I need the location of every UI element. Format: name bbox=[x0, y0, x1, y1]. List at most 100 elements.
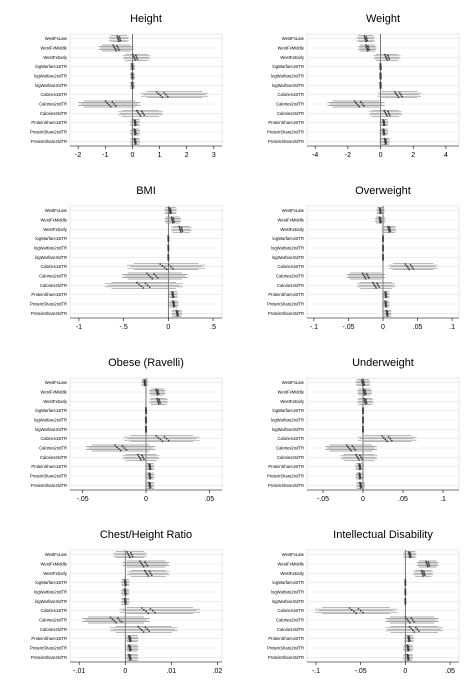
point-estimate bbox=[151, 609, 154, 612]
point-estimate bbox=[157, 401, 160, 404]
category-label: WestFxMiddle bbox=[278, 390, 305, 395]
panel-bmi: BMI WestFxLate WestFxMiddle WestFxEarly logW… bbox=[0, 172, 237, 344]
point-estimate bbox=[117, 47, 119, 49]
x-tick-label: .1 bbox=[440, 496, 446, 503]
category-label: Calories1stTR bbox=[277, 436, 304, 441]
point-estimate bbox=[366, 49, 369, 52]
point-estimate bbox=[134, 119, 137, 122]
x-tick-label: -.05 bbox=[317, 496, 329, 503]
category-label: logWarfare3rdTR bbox=[272, 599, 304, 604]
point-estimate bbox=[149, 482, 151, 485]
point-estimate bbox=[126, 551, 129, 553]
point-estimate bbox=[409, 551, 412, 554]
point-estimate bbox=[142, 631, 145, 633]
point-estimate bbox=[115, 621, 117, 624]
point-estimate bbox=[407, 648, 410, 651]
point-estimate bbox=[124, 589, 127, 592]
point-estimate bbox=[361, 272, 364, 275]
point-estimate bbox=[383, 119, 385, 122]
point-estimate bbox=[416, 628, 419, 631]
category-label: ProteinShare3rdTR bbox=[31, 311, 67, 316]
point-estimate bbox=[149, 467, 152, 470]
point-estimate bbox=[386, 312, 389, 315]
category-label: WestFxMiddle bbox=[41, 46, 68, 51]
point-estimate bbox=[117, 40, 120, 43]
point-estimate bbox=[418, 630, 420, 633]
point-estimate bbox=[404, 616, 407, 619]
category-label: WestFxEarly bbox=[280, 227, 305, 232]
point-estimate bbox=[420, 569, 423, 572]
point-estimate bbox=[404, 581, 407, 584]
point-estimate bbox=[172, 293, 175, 296]
point-estimate bbox=[425, 562, 428, 564]
point-estimate bbox=[145, 563, 148, 565]
category-label: Calories1stTR bbox=[40, 436, 67, 441]
point-estimate bbox=[167, 254, 170, 257]
point-estimate bbox=[410, 617, 413, 620]
point-estimate bbox=[155, 435, 158, 437]
point-estimate bbox=[156, 392, 158, 394]
point-estimate bbox=[148, 570, 151, 573]
category-label: logWarfare2ndTR bbox=[34, 590, 67, 595]
point-estimate bbox=[142, 456, 144, 459]
point-estimate bbox=[111, 618, 114, 620]
x-tick-label: .5 bbox=[210, 324, 216, 331]
point-estimate bbox=[143, 608, 145, 611]
category-label: logWarfare1stTR bbox=[273, 64, 305, 69]
x-tick-label: 2 bbox=[185, 152, 189, 159]
category-label: logWarfare2ndTR bbox=[34, 74, 67, 79]
point-estimate bbox=[156, 393, 159, 396]
category-label: logWarfare2ndTR bbox=[34, 418, 67, 423]
point-estimate bbox=[359, 463, 361, 466]
estimate-band bbox=[340, 453, 378, 461]
point-estimate bbox=[405, 264, 408, 267]
point-estimate bbox=[129, 645, 132, 648]
point-estimate bbox=[145, 419, 148, 421]
panel-overweight: Overweight WestFxLate WestFxMiddle WestFxEa… bbox=[237, 172, 474, 344]
point-estimate bbox=[148, 630, 151, 633]
point-estimate bbox=[382, 235, 384, 238]
point-estimate bbox=[159, 402, 162, 405]
point-estimate bbox=[149, 572, 152, 575]
point-estimate bbox=[428, 564, 431, 567]
point-estimate bbox=[109, 616, 112, 619]
point-estimate bbox=[375, 287, 377, 289]
category-label: logWarfare1stTR bbox=[36, 580, 68, 585]
point-estimate bbox=[380, 220, 382, 223]
point-estimate bbox=[404, 263, 407, 265]
point-estimate bbox=[149, 475, 152, 477]
point-estimate bbox=[172, 219, 175, 221]
point-estimate bbox=[150, 574, 153, 577]
point-estimate bbox=[410, 627, 413, 630]
point-estimate bbox=[384, 55, 387, 58]
point-estimate bbox=[364, 392, 367, 395]
category-label: ProteinShare1stTR bbox=[31, 292, 67, 297]
point-estimate bbox=[382, 245, 384, 248]
category-label: Calories3rdTR bbox=[277, 283, 304, 288]
point-estimate bbox=[365, 400, 368, 403]
x-tick-label: -1 bbox=[102, 152, 108, 159]
point-estimate bbox=[352, 447, 355, 449]
panel-underweight: Underweight WestFxLate WestFxMiddle WestFxE… bbox=[237, 344, 474, 516]
point-estimate bbox=[383, 109, 386, 112]
point-estimate bbox=[180, 226, 183, 229]
category-label: ProteinShare2ndTR bbox=[30, 302, 67, 307]
point-estimate bbox=[125, 602, 127, 605]
point-estimate bbox=[407, 620, 410, 622]
point-estimate bbox=[115, 446, 118, 448]
point-estimate bbox=[364, 40, 367, 43]
point-estimate bbox=[171, 220, 174, 222]
point-estimate bbox=[363, 383, 366, 386]
point-estimate bbox=[168, 207, 171, 209]
point-estimate bbox=[129, 647, 132, 649]
point-estimate bbox=[413, 631, 416, 633]
category-label: WestFxLate bbox=[45, 208, 68, 213]
category-label: WestFxMiddle bbox=[41, 562, 68, 567]
point-estimate bbox=[406, 618, 408, 620]
point-estimate bbox=[379, 75, 382, 77]
point-estimate bbox=[121, 445, 124, 448]
point-estimate bbox=[145, 426, 147, 429]
panel-title: Weight bbox=[366, 13, 400, 25]
point-estimate bbox=[145, 420, 148, 423]
category-label: logWarfare3rdTR bbox=[272, 255, 304, 260]
